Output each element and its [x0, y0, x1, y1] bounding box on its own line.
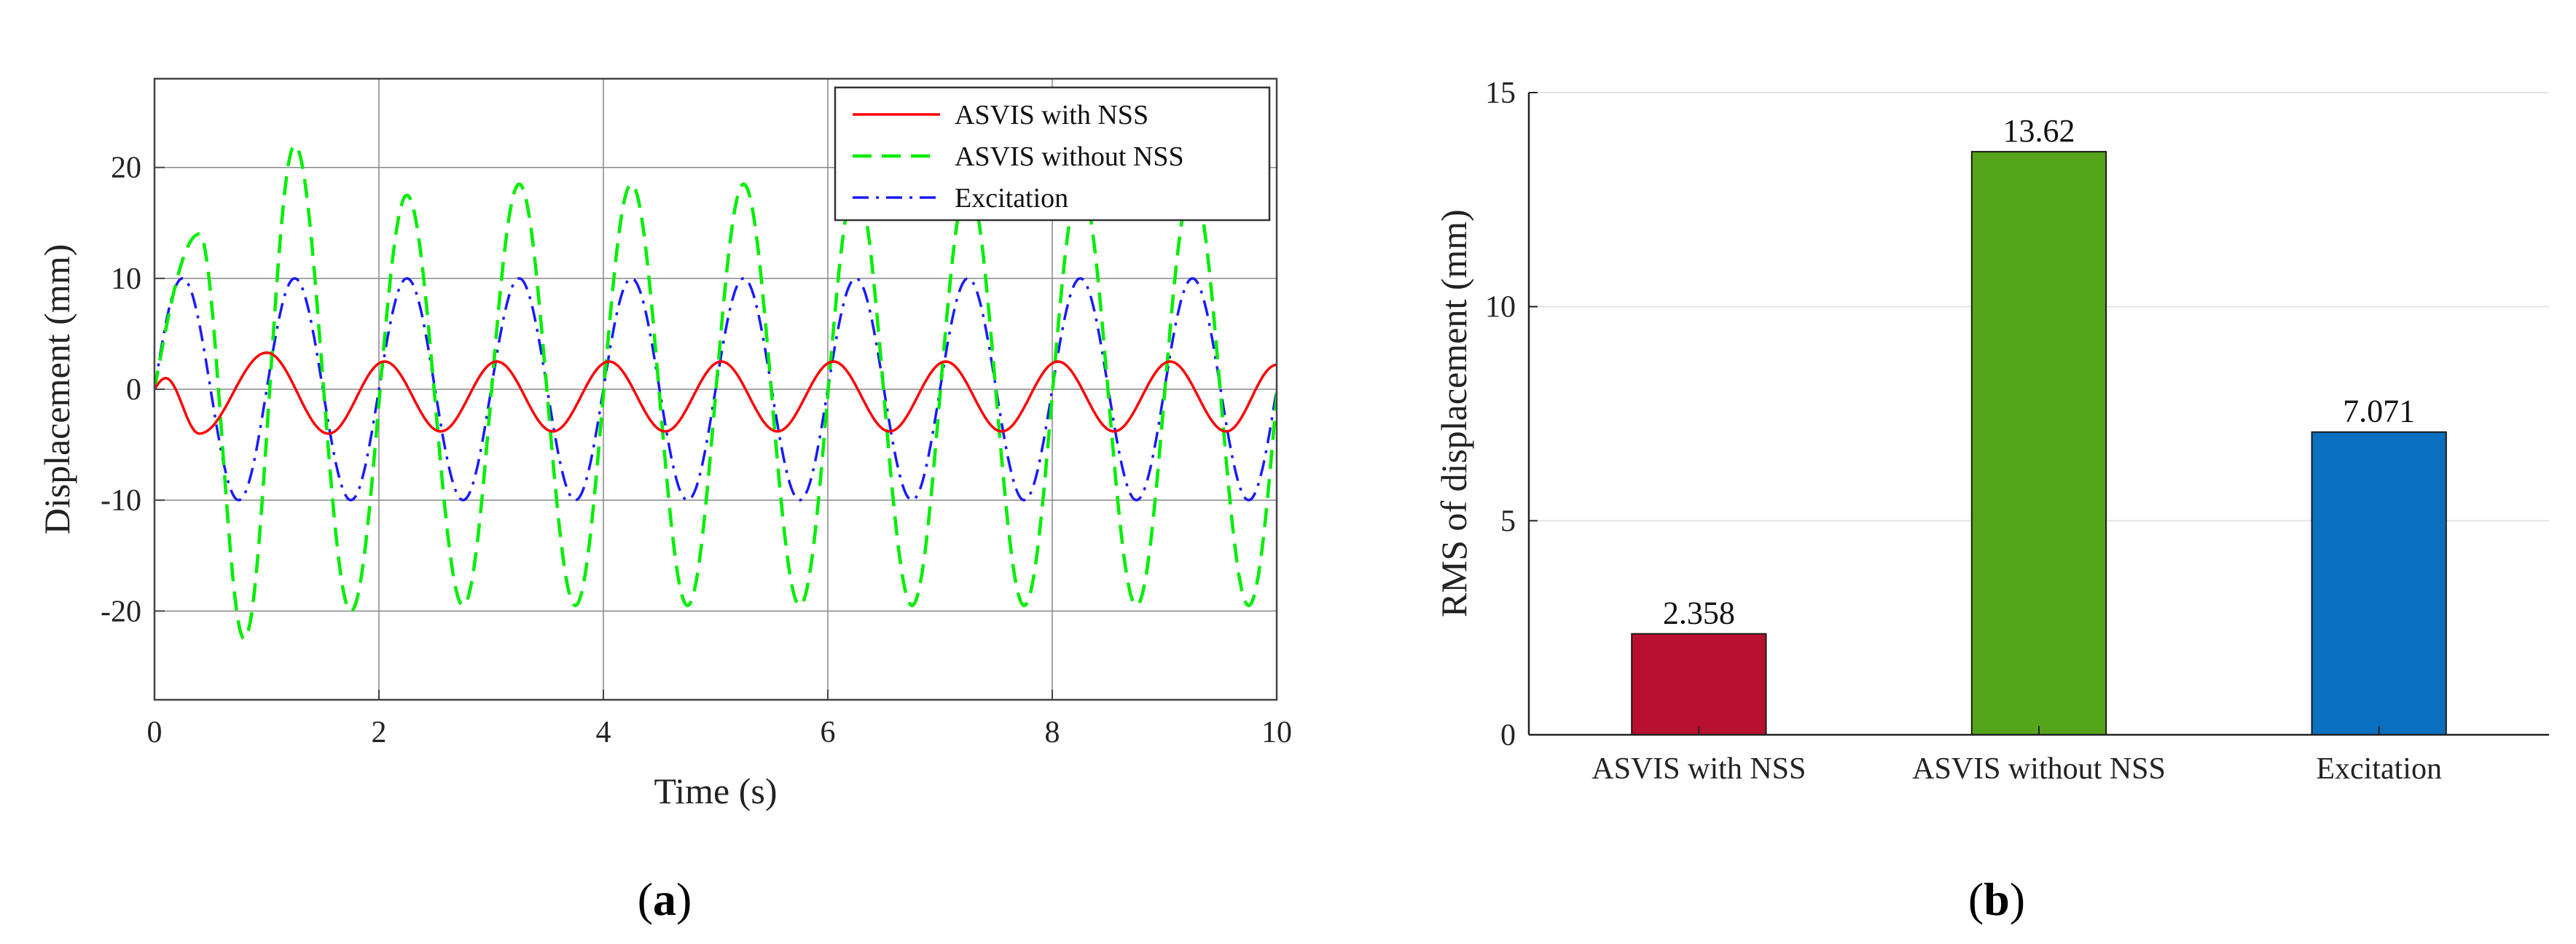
x-tick-label: 10	[1261, 716, 1292, 749]
y-tick-label: 10	[1485, 291, 1516, 324]
legend: ASVIS with NSS ASVIS without NSS Excitat…	[834, 86, 1271, 222]
series-line-asvis-without-nss	[154, 143, 1277, 641]
panel-caption-a: (a)	[638, 873, 692, 925]
y-tick-label: 5	[1500, 504, 1516, 538]
bar-asvis-without-nss	[1970, 151, 2107, 736]
y-tick-label: 0	[126, 373, 141, 407]
y-axis-label: Displacement (mm)	[36, 244, 77, 535]
bars-group	[1631, 151, 2447, 736]
legend-box	[834, 86, 1271, 222]
svg-text:(b): (b)	[1968, 873, 2025, 925]
y-tick-label: 15	[1485, 77, 1516, 110]
x-tick-label: 8	[1045, 716, 1060, 749]
series-line-excitation	[154, 277, 1277, 502]
x-tick-label: Excitation	[2316, 752, 2442, 786]
ticks-a: 0 2 4 6 8 10 -20 -10 0 10 20	[101, 152, 1292, 749]
bar-value-label: 7.071	[2343, 394, 2415, 429]
bar-excitation	[2311, 431, 2447, 736]
bar-value-labels: 2.358 13.62 7.071	[1663, 113, 2415, 631]
ticks-b: 0 5 10 15 ASVIS with NSS ASVIS without NSS Exc…	[1485, 77, 2442, 786]
bar-chart: 0 5 10 15 ASVIS with NSS ASVIS without NSS Exc…	[1433, 77, 2549, 786]
bar-value-label: 13.62	[2003, 113, 2075, 149]
y-tick-label: -20	[101, 595, 141, 628]
x-tick-label: 2	[372, 716, 387, 749]
series-group	[154, 143, 1277, 641]
y-tick-label: 10	[111, 262, 141, 296]
series-line-asvis-with-nss	[154, 351, 1277, 435]
x-tick-label: ASVIS without NSS	[1912, 752, 2166, 786]
panel-letter-b: b	[1984, 873, 2010, 925]
legend-label-asvis-without-nss: ASVIS without NSS	[955, 141, 1184, 172]
svg-text:(a): (a)	[638, 873, 692, 925]
panel-caption-b: (b)	[1968, 873, 2025, 925]
panel-letter-a: a	[653, 873, 676, 925]
y-tick-label: -10	[101, 484, 141, 518]
bar-value-label: 2.358	[1663, 596, 1735, 631]
x-tick-label: 4	[596, 716, 611, 749]
line-chart: 0 2 4 6 8 10 -20 -10 0 10 20 Time (s) Displacement…	[36, 77, 1292, 811]
y-tick-label: 0	[1500, 719, 1516, 752]
bar-asvis-with-nss	[1631, 633, 1767, 736]
x-tick-label: 0	[147, 716, 163, 749]
y-axis-label-b: RMS of displacement (mm)	[1433, 209, 1474, 617]
legend-label-excitation: Excitation	[955, 183, 1068, 214]
legend-label-asvis-with-nss: ASVIS with NSS	[955, 100, 1148, 130]
x-tick-label: ASVIS with NSS	[1592, 752, 1806, 786]
x-axis-label: Time (s)	[654, 771, 777, 811]
x-tick-label: 6	[821, 716, 836, 749]
y-tick-label: 20	[111, 152, 141, 185]
